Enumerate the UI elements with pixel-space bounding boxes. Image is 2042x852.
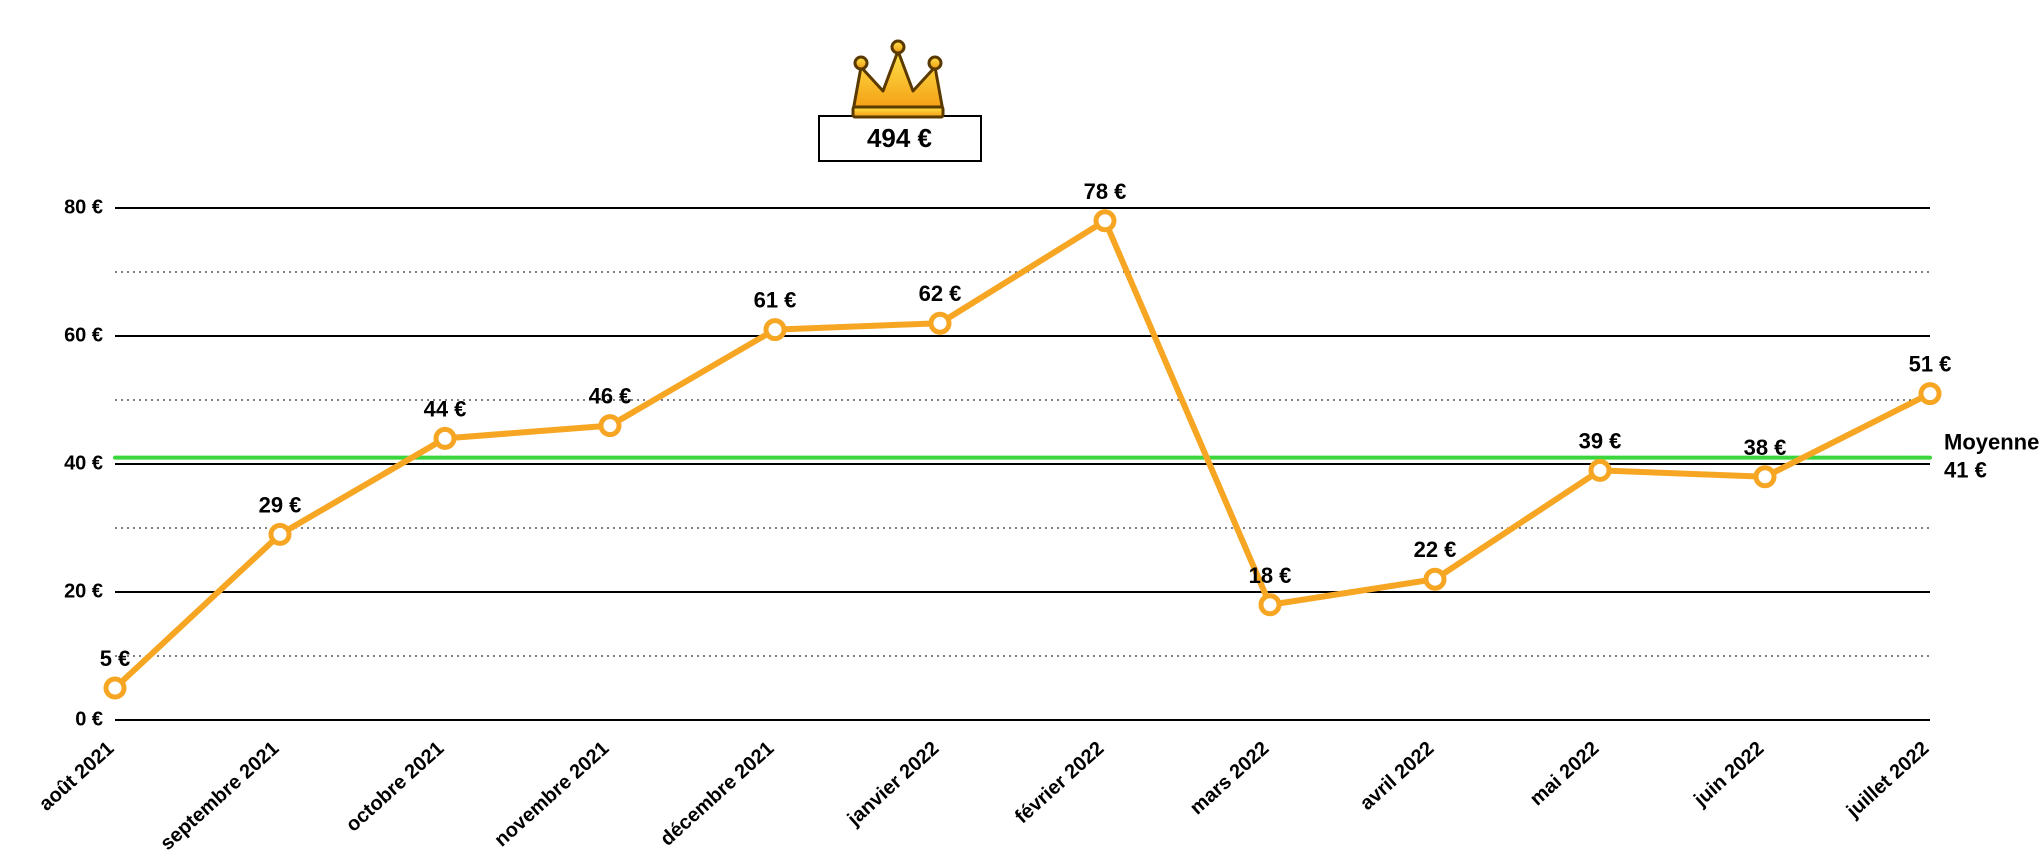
data-value-label: 18 € [1249,563,1292,588]
data-marker [1096,212,1114,230]
data-value-label: 39 € [1579,428,1622,453]
x-axis-tick-label: juillet 2022 [1842,737,1933,822]
data-value-label: 51 € [1909,352,1952,377]
chart-container: 0 € 20 € 40 € 60 € 80 € Moyenne 41 € 5 € 29 € 44 … [0,0,2042,852]
data-value-label: 22 € [1414,537,1457,562]
data-marker [931,314,949,332]
data-value-label: 46 € [589,384,632,409]
x-axis-tick-label: décembre 2021 [656,737,778,850]
x-axis-tick-label: juin 2022 [1689,737,1768,811]
y-axis-tick-label: 20 € [64,580,103,602]
y-axis-tick-label: 0 € [75,708,103,730]
x-axis-tick-label: septembre 2021 [156,737,283,852]
data-value-label: 38 € [1744,435,1787,460]
data-value-label: 5 € [100,646,131,671]
data-marker [1591,461,1609,479]
y-axis-tick-label: 40 € [64,452,103,474]
y-axis-tick-label: 80 € [64,196,103,218]
x-axis-tick-label: novembre 2021 [490,737,613,851]
data-marker [601,417,619,435]
x-axis-tick-label: octobre 2021 [342,737,448,836]
x-axis-tick-label: août 2021 [35,737,118,815]
x-axis-tick-label: avril 2022 [1356,737,1438,814]
crown-icon [843,33,953,123]
x-axis-tick-label: février 2022 [1011,737,1108,828]
average-value: 41 € [1944,457,1987,482]
data-marker [1261,596,1279,614]
data-value-label: 61 € [754,288,797,313]
total-value-label: 494 € [867,123,932,153]
x-axis-tick-label: janvier 2022 [843,737,944,831]
data-line [115,221,1930,688]
data-marker [436,429,454,447]
data-value-label: 62 € [919,281,962,306]
data-marker [271,525,289,543]
data-marker [106,679,124,697]
data-marker [1426,570,1444,588]
line-chart: 0 € 20 € 40 € 60 € 80 € Moyenne 41 € 5 € 29 € 44 … [0,0,2042,852]
x-axis-tick-label: mai 2022 [1526,737,1604,810]
data-value-label: 29 € [259,492,302,517]
data-value-label: 78 € [1084,179,1127,204]
data-marker [766,321,784,339]
x-axis-tick-label: mars 2022 [1186,737,1273,819]
average-title: Moyenne [1944,429,2039,454]
data-marker [1921,385,1939,403]
data-value-label: 44 € [424,396,467,421]
y-axis-tick-label: 60 € [64,324,103,346]
data-marker [1756,468,1774,486]
